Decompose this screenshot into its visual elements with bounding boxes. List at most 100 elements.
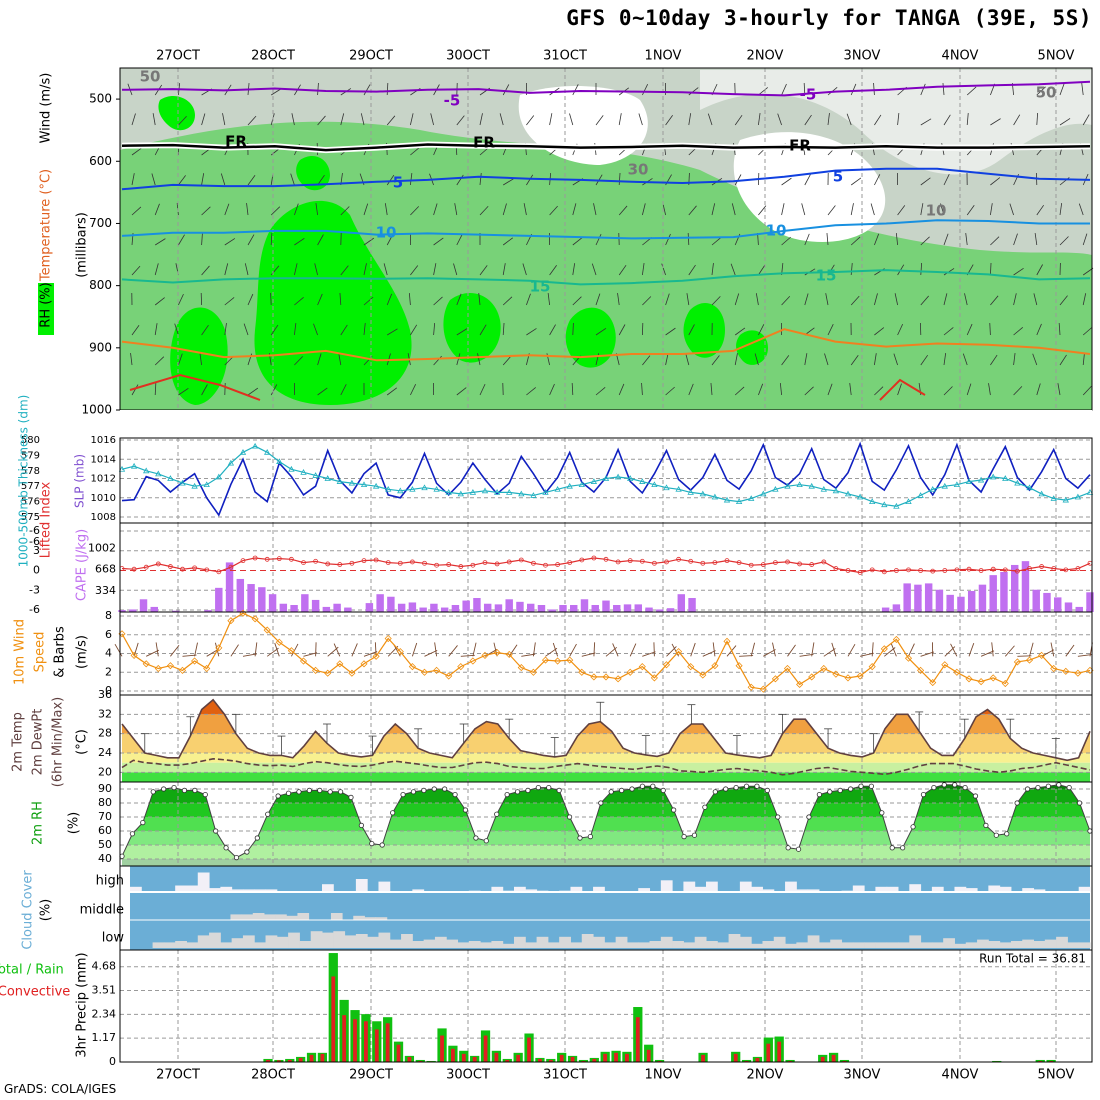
upper-wind-barb	[642, 296, 652, 306]
surface-wind-barb	[1004, 645, 1015, 657]
contour-label: 50	[140, 68, 161, 86]
cape-bar	[258, 587, 266, 612]
wind-speed-line	[121, 612, 1091, 690]
rh-band	[122, 817, 1090, 831]
cape-bar	[236, 578, 245, 612]
precip-convective-bar	[592, 1058, 597, 1062]
upper-wind-barb	[499, 113, 504, 126]
cape-bar	[301, 594, 309, 612]
surface-wind-barb	[155, 642, 159, 657]
cloud-high-clear	[852, 885, 865, 892]
li-tick-label: -3	[29, 583, 40, 596]
bottom-day-label: 28OCT	[251, 1068, 295, 1083]
slp-tick-label: 1014	[91, 454, 116, 465]
upper-wind-barb	[1032, 353, 1038, 366]
cape-bar	[634, 604, 642, 612]
upper-wind-barb	[363, 203, 369, 216]
wind-speed-point	[287, 647, 295, 655]
surface-wind-barb	[980, 650, 995, 657]
upper-wind-barb	[339, 293, 342, 306]
cape-bar	[365, 603, 374, 612]
rh-point	[764, 787, 770, 794]
thickness-tick-label: 579	[21, 450, 40, 461]
cape-bar	[1032, 589, 1040, 612]
temp-band	[122, 753, 1090, 763]
wind-tick-label: 0	[105, 684, 112, 697]
cape-bar	[279, 603, 288, 612]
cloud-low-bar	[751, 943, 763, 948]
upper-wind-barb	[824, 353, 829, 366]
upper-wind-barb	[572, 84, 579, 96]
upper-wind-barb	[270, 265, 280, 276]
upper-wind-barb	[386, 115, 396, 126]
wind-speed-point	[699, 671, 707, 679]
wind-speed-point	[917, 666, 925, 674]
cloud-low-bar	[875, 942, 888, 948]
thickness-point	[723, 496, 731, 503]
thickness-point	[542, 489, 549, 495]
precip-legend-convective: Convective	[0, 985, 70, 1000]
thickness-point	[445, 489, 452, 495]
rh-band	[122, 789, 1090, 803]
surface-wind-barb	[493, 642, 498, 657]
thickness-tick-label: 578	[21, 466, 40, 477]
thickness-point	[457, 490, 464, 497]
li-point	[1002, 567, 1008, 573]
wind-speed-point	[832, 670, 840, 678]
rh-point	[827, 789, 833, 795]
precip-convective-bar	[407, 1056, 412, 1062]
cloud-high-clear	[322, 884, 334, 892]
contour-label: 5	[393, 174, 403, 192]
surface-wind-barb	[581, 652, 596, 657]
upper-wind-barb	[943, 114, 951, 126]
wind-speed-point	[929, 678, 937, 687]
surface-wind-barb	[254, 642, 258, 657]
thickness-point	[590, 478, 598, 484]
cape-tick-label: 1002	[88, 541, 116, 554]
rh-point	[348, 794, 354, 801]
li-point	[373, 557, 379, 563]
upper-wind-barb	[988, 383, 991, 396]
li-point	[482, 560, 488, 565]
rh-point	[587, 833, 593, 840]
upper-wind-barb	[685, 353, 690, 366]
upper-wind-barb	[618, 383, 625, 396]
precip-convective-bar	[603, 1053, 608, 1062]
li-point	[506, 559, 512, 565]
upper-wind-barb	[178, 353, 183, 366]
upper-wind-barb	[874, 293, 878, 306]
contour-label: 10	[766, 222, 787, 240]
cloud-low-bar	[739, 936, 752, 948]
li-point	[881, 569, 887, 575]
rh-point	[775, 814, 781, 820]
cloud-low-bar	[514, 936, 526, 948]
li-point	[434, 562, 440, 568]
cape-bar	[129, 609, 137, 612]
li-point	[422, 560, 427, 566]
top-day-label: 4NOV	[942, 49, 979, 64]
upper-wind-barb	[571, 382, 574, 396]
contour-label: 30	[628, 161, 649, 179]
upper-wind-barb	[502, 323, 505, 336]
upper-wind-barb	[433, 296, 443, 306]
upper-wind-barb	[734, 327, 746, 336]
cloud-high-clear	[1033, 889, 1046, 892]
cape-bar	[989, 575, 997, 612]
surface-wind-barb	[424, 649, 438, 657]
wind-speed-point	[687, 663, 695, 671]
upper-wind-barb	[781, 177, 792, 186]
upper-wind-barb	[1082, 114, 1090, 126]
upper-wind-barb	[201, 113, 206, 126]
rh-bright-area	[683, 302, 725, 358]
upper-wind-barb	[804, 174, 811, 186]
contour-label: FR	[789, 137, 811, 155]
precip-convective-bar	[581, 1060, 586, 1062]
rh-bright-area	[565, 307, 616, 368]
precip-tick-label: 2.34	[92, 1007, 117, 1020]
wind-speed-point	[735, 662, 743, 670]
surface-wind-barb	[1029, 642, 1034, 657]
cloud-high-clear	[694, 886, 707, 892]
rh-point	[972, 793, 979, 799]
upper-wind-barb	[920, 118, 932, 126]
cloud-low-bar	[638, 942, 651, 948]
